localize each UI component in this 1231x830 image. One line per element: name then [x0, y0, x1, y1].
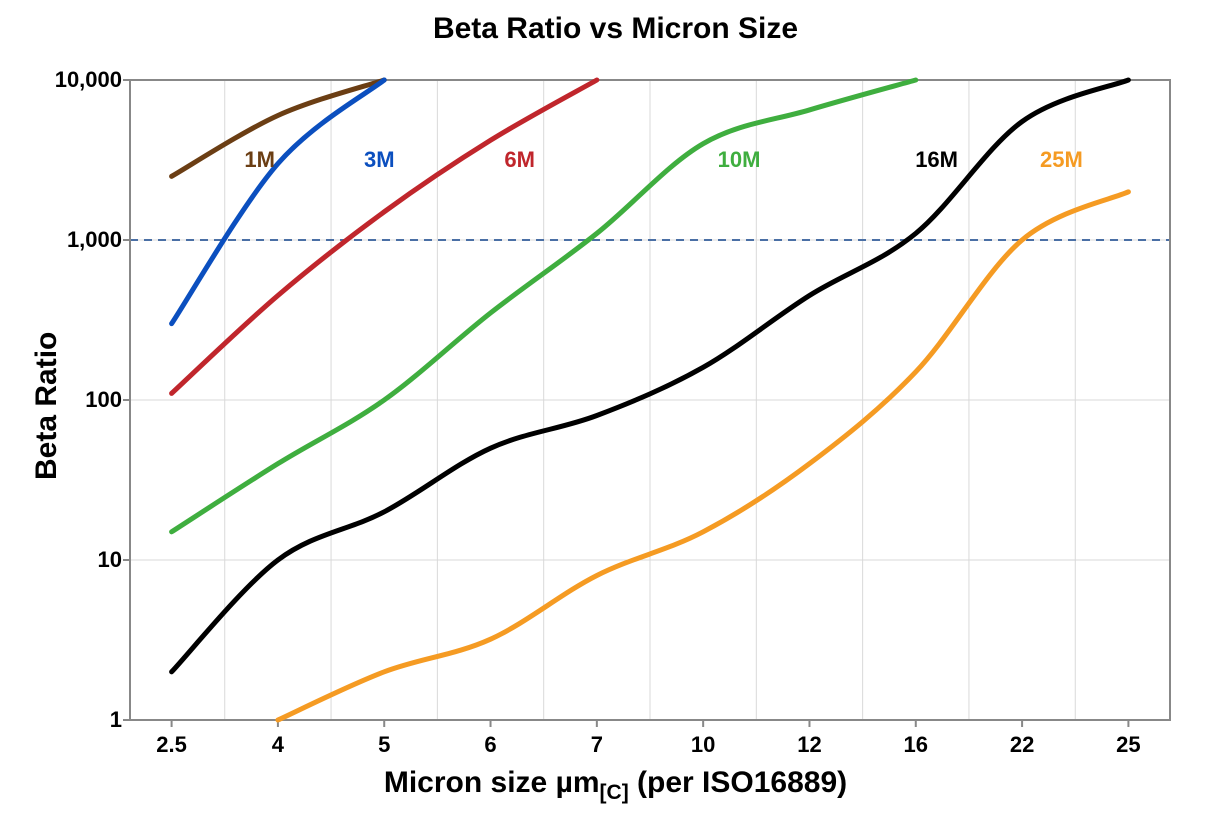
x-tick-label: 4 [248, 732, 308, 758]
x-tick-label: 12 [779, 732, 839, 758]
y-tick-label: 1,000 [67, 227, 122, 253]
series-label-1M: 1M [244, 147, 275, 173]
y-tick-label: 100 [85, 387, 122, 413]
x-tick-label: 16 [886, 732, 946, 758]
x-tick-label: 22 [992, 732, 1052, 758]
plot-svg [130, 80, 1170, 720]
x-axis-title-prefix: Micron size µm [384, 766, 600, 799]
series-label-25M: 25M [1040, 147, 1083, 173]
series-label-3M: 3M [364, 147, 395, 173]
y-tick-label: 1 [110, 707, 122, 733]
series-label-6M: 6M [504, 147, 535, 173]
x-tick-label: 2.5 [142, 732, 202, 758]
plot-area [130, 80, 1170, 720]
x-tick-label: 10 [673, 732, 733, 758]
series-label-16M: 16M [915, 147, 958, 173]
chart-container: Beta Ratio vs Micron Size Beta Ratio Mic… [0, 0, 1231, 830]
series-line-6M [172, 80, 597, 393]
series-line-25M [278, 192, 1128, 720]
x-axis-title: Micron size µm[C] (per ISO16889) [0, 766, 1231, 805]
y-axis-title: Beta Ratio [30, 332, 64, 480]
x-tick-label: 25 [1098, 732, 1158, 758]
y-tick-label: 10 [98, 547, 122, 573]
x-axis-title-sub: [C] [600, 781, 629, 804]
x-tick-label: 5 [354, 732, 414, 758]
y-tick-label: 10,000 [55, 67, 122, 93]
series-label-10M: 10M [718, 147, 761, 173]
x-axis-title-suffix: (per ISO16889) [629, 766, 847, 799]
x-tick-label: 7 [567, 732, 627, 758]
x-tick-label: 6 [461, 732, 521, 758]
chart-title: Beta Ratio vs Micron Size [0, 12, 1231, 46]
